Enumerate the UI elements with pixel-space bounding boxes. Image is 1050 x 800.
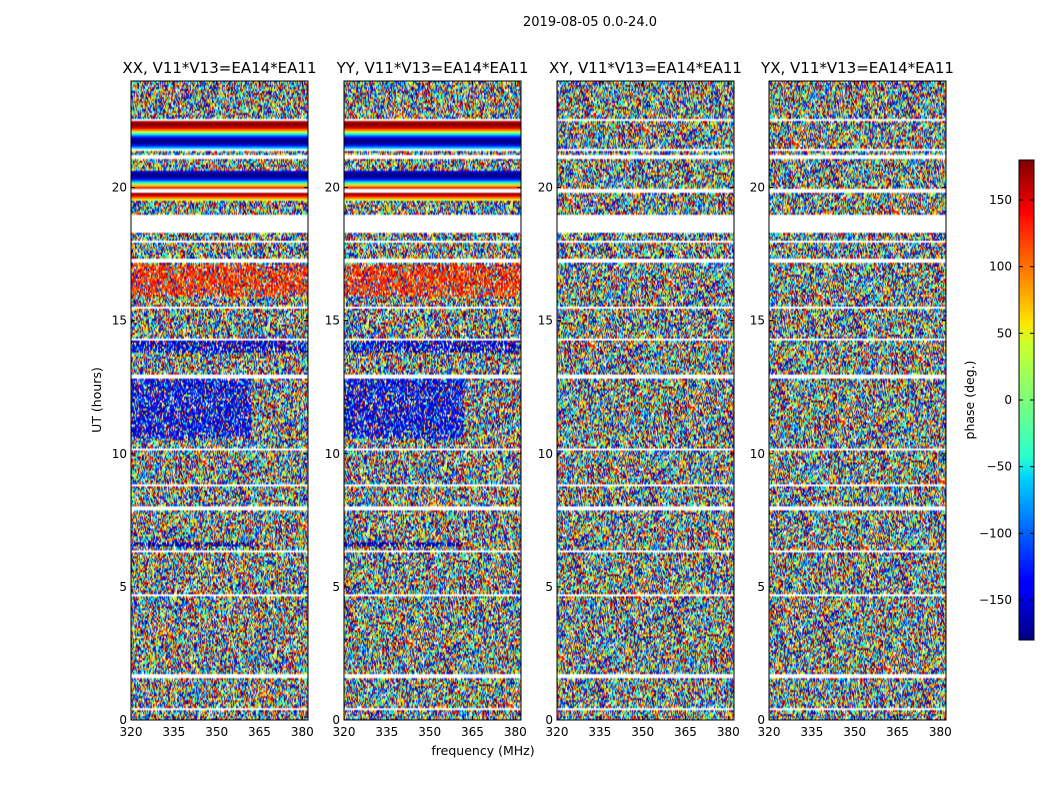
panel-yx: YX, V11*V13=EA14*EA11 320 335 350 365 380 0 5 10… <box>750 59 954 739</box>
panel-title: YY, V11*V13=EA14*EA11 <box>336 59 529 77</box>
x-tick-label: 335 <box>800 725 823 739</box>
x-tick-label: 320 <box>546 725 569 739</box>
phase-image <box>769 81 946 720</box>
panel-title: YX, V11*V13=EA14*EA11 <box>760 59 954 77</box>
axes-frame <box>343 80 522 721</box>
colorbar-tick-label: 150 <box>989 193 1012 207</box>
panel-xy: XY, V11*V13=EA14*EA11 320 335 350 365 380 0 5 10… <box>538 59 742 739</box>
y-tick-label: 5 <box>119 580 127 594</box>
y-tick-label: 15 <box>750 314 765 328</box>
x-tick-label: 365 <box>461 725 484 739</box>
colorbar-tick-label: 0 <box>1004 393 1012 407</box>
x-tick-label: 365 <box>248 725 271 739</box>
x-tick-label: 350 <box>631 725 654 739</box>
colorbar: 150 100 50 0 −50 −100 −150 phase (deg.) <box>962 159 1035 641</box>
x-tick-label: 380 <box>717 725 740 739</box>
y-tick-label: 15 <box>325 314 340 328</box>
y-tick-label: 20 <box>750 181 765 195</box>
colorbar-tick-label: −100 <box>979 526 1012 540</box>
y-tick-label: 0 <box>119 713 127 727</box>
colorbar-tick-label: 50 <box>997 326 1012 340</box>
y-tick-label: 20 <box>325 181 340 195</box>
y-tick-label: 0 <box>545 713 553 727</box>
colorbar-label: phase (deg.) <box>962 361 977 440</box>
x-tick-label: 365 <box>674 725 697 739</box>
x-tick-label: 350 <box>205 725 228 739</box>
y-tick-label: 20 <box>112 181 127 195</box>
y-tick-label: 5 <box>757 580 765 594</box>
x-tick-label: 335 <box>162 725 185 739</box>
x-tick-label: 365 <box>886 725 909 739</box>
colorbar-tick-label: −50 <box>987 460 1012 474</box>
axes-frame <box>130 80 309 721</box>
x-tick-label: 380 <box>504 725 527 739</box>
x-tick-label: 335 <box>375 725 398 739</box>
figure-suptitle: 2019-08-05 0.0-24.0 <box>523 15 657 30</box>
x-axis-label: frequency (MHz) <box>431 743 534 758</box>
y-tick-label: 5 <box>545 580 553 594</box>
panel-xx: XX, V11*V13=EA14*EA11 320 335 350 365 380 0 5 10… <box>112 59 317 739</box>
y-tick-label: 10 <box>538 447 553 461</box>
x-tick-label: 320 <box>758 725 781 739</box>
x-tick-label: 380 <box>291 725 314 739</box>
axes-frame <box>556 80 735 721</box>
y-tick-label: 10 <box>325 447 340 461</box>
y-tick-label: 5 <box>332 580 340 594</box>
axes-frame <box>768 80 947 721</box>
x-tick-label: 320 <box>120 725 143 739</box>
x-tick-label: 335 <box>588 725 611 739</box>
panels: XX, V11*V13=EA14*EA11 320 335 350 365 380 0 5 10… <box>112 59 954 739</box>
y-axis-label: UT (hours) <box>89 367 104 433</box>
y-tick-label: 10 <box>750 447 765 461</box>
phase-image <box>557 81 734 720</box>
y-tick-label: 10 <box>112 447 127 461</box>
y-tick-label: 20 <box>538 181 553 195</box>
x-tick-label: 320 <box>333 725 356 739</box>
panel-title: XY, V11*V13=EA14*EA11 <box>549 59 742 77</box>
y-tick-label: 15 <box>538 314 553 328</box>
y-tick-label: 0 <box>332 713 340 727</box>
colorbar-tick-label: −150 <box>979 593 1012 607</box>
panel-title: XX, V11*V13=EA14*EA11 <box>122 59 316 77</box>
phase-image <box>344 81 521 720</box>
x-tick-label: 350 <box>843 725 866 739</box>
panel-yy: YY, V11*V13=EA14*EA11 320 335 350 365 380 0 5 10… <box>325 59 529 739</box>
phase-image <box>131 81 308 720</box>
x-tick-label: 380 <box>929 725 952 739</box>
colorbar-ticks: 150 100 50 0 −50 −100 −150 <box>979 193 1034 607</box>
y-tick-label: 0 <box>757 713 765 727</box>
y-tick-label: 15 <box>112 314 127 328</box>
x-tick-label: 350 <box>418 725 441 739</box>
colorbar-tick-label: 100 <box>989 260 1012 274</box>
